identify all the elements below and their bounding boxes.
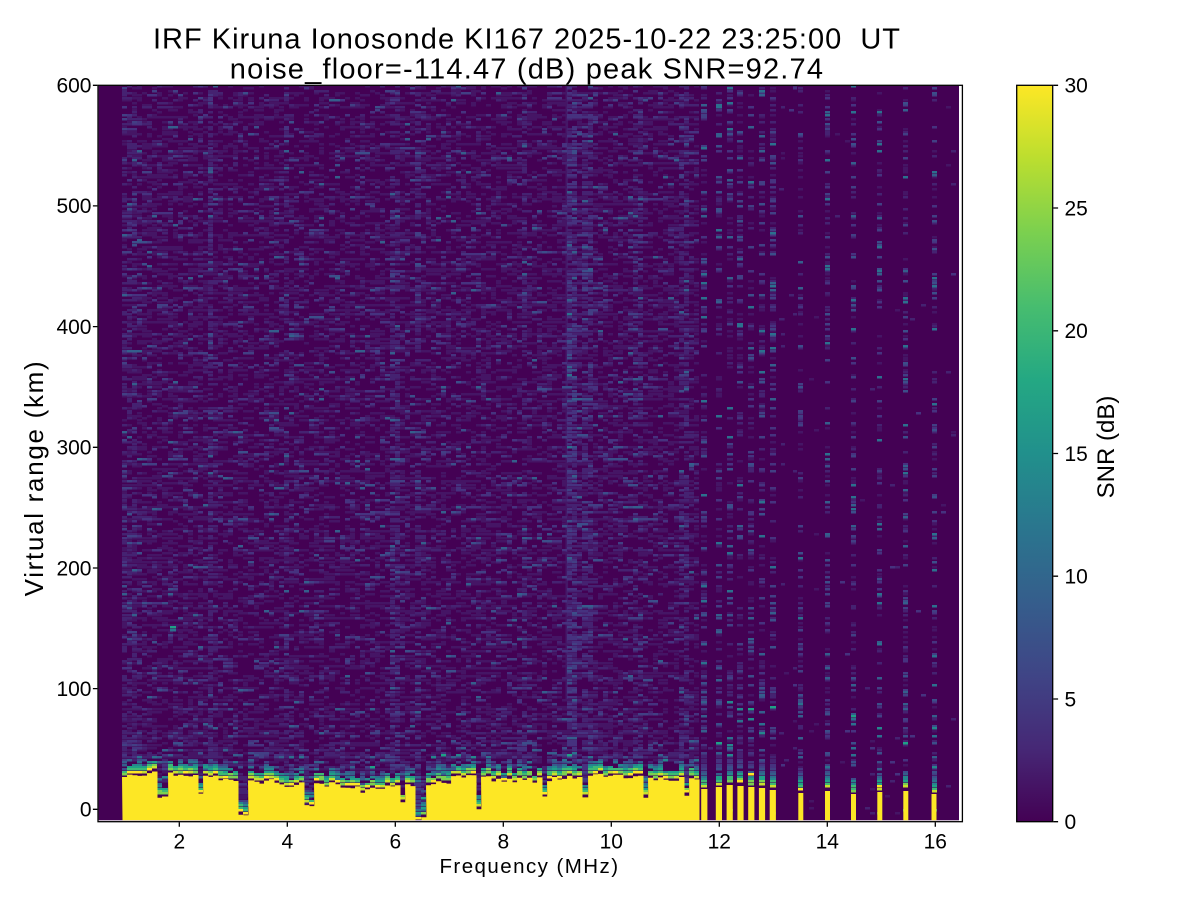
svg-text:8: 8	[497, 831, 509, 854]
svg-text:100: 100	[56, 678, 91, 701]
svg-text:10: 10	[600, 831, 623, 854]
svg-text:0: 0	[1065, 811, 1077, 834]
svg-text:4: 4	[281, 831, 293, 854]
svg-text:5: 5	[1065, 688, 1077, 711]
svg-text:6: 6	[389, 831, 401, 854]
svg-text:2: 2	[173, 831, 185, 854]
svg-text:30: 30	[1065, 75, 1088, 98]
svg-text:20: 20	[1065, 320, 1088, 343]
svg-text:IRF Kiruna Ionosonde KI167 202: IRF Kiruna Ionosonde KI167 2025-10-22 23…	[153, 24, 901, 56]
svg-text:0: 0	[80, 799, 92, 822]
svg-text:25: 25	[1065, 197, 1088, 220]
svg-text:200: 200	[56, 557, 91, 580]
svg-text:15: 15	[1065, 443, 1088, 466]
svg-text:Frequency (MHz): Frequency (MHz)	[439, 855, 619, 878]
svg-text:10: 10	[1065, 566, 1088, 589]
svg-text:SNR (dB): SNR (dB)	[1093, 396, 1120, 499]
svg-text:300: 300	[56, 437, 91, 460]
svg-text:12: 12	[708, 831, 731, 854]
svg-text:500: 500	[56, 195, 91, 218]
svg-text:14: 14	[816, 831, 840, 854]
svg-text:16: 16	[924, 831, 947, 854]
svg-text:400: 400	[56, 316, 91, 339]
svg-text:Virtual range (km): Virtual range (km)	[19, 360, 49, 597]
svg-text:600: 600	[56, 75, 91, 98]
svg-text:noise_floor=-114.47 (dB) peak: noise_floor=-114.47 (dB) peak SNR=92.74	[230, 54, 824, 86]
